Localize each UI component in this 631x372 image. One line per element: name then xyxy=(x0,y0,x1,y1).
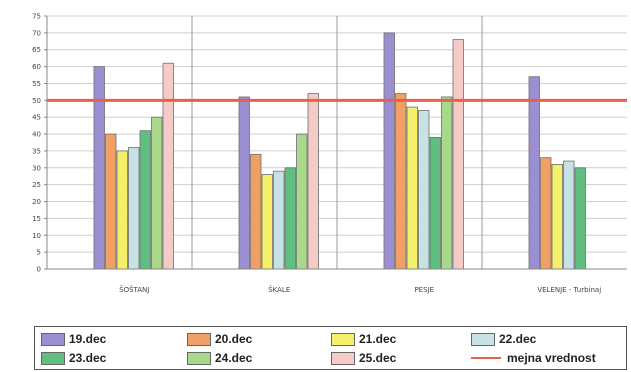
legend-item: 19.dec xyxy=(41,329,106,349)
bar xyxy=(139,130,151,270)
legend-item: 25.dec xyxy=(331,348,396,368)
bar xyxy=(406,106,418,270)
legend-item: 20.dec xyxy=(187,329,252,349)
y-tick-label: 20 xyxy=(32,198,41,206)
legend-item: 23.dec xyxy=(41,348,106,368)
y-axis-ticks: 0 5 10 15 20 25 30 35 40 45 50 55 60 65 70 75 xyxy=(32,13,47,274)
y-tick-label: 15 xyxy=(32,215,41,223)
bar xyxy=(296,133,308,270)
bar xyxy=(452,39,464,270)
legend: 19.dec 23.dec 20.dec 24.dec 21.dec 25.de… xyxy=(34,326,627,370)
y-tick-label: 0 xyxy=(37,266,41,274)
legend-swatch xyxy=(471,332,495,346)
y-tick-label: 45 xyxy=(32,114,41,122)
x-category-label: PESJE xyxy=(414,286,434,294)
y-tick-label: 5 xyxy=(37,249,41,257)
y-tick-label: 55 xyxy=(32,80,41,88)
bar xyxy=(93,66,105,270)
bar xyxy=(238,96,250,270)
bar xyxy=(116,150,128,270)
legend-swatch xyxy=(331,351,355,365)
bar xyxy=(383,32,395,270)
y-tick-label: 70 xyxy=(32,29,41,37)
legend-label: 25.dec xyxy=(359,351,397,365)
y-tick-label: 60 xyxy=(32,63,41,71)
bar xyxy=(128,147,140,270)
bar-chart: 0 5 10 15 20 25 30 35 40 45 50 55 60 65 70 75 ŠOŠTANJ ŠK… xyxy=(32,13,627,294)
x-category-label: VELENJE - Turbinaj xyxy=(537,286,601,294)
legend-label: 23.dec xyxy=(69,351,107,365)
bar xyxy=(284,167,296,270)
y-tick-label: 50 xyxy=(32,97,41,105)
bar xyxy=(528,76,540,270)
bar xyxy=(162,62,174,270)
bar xyxy=(273,170,285,270)
bar xyxy=(395,93,407,270)
legend-label: 24.dec xyxy=(215,351,253,365)
legend-item: mejna vrednost xyxy=(471,348,596,368)
category-dividers xyxy=(191,16,483,269)
bar xyxy=(105,133,117,270)
bar xyxy=(540,157,552,270)
y-tick-label: 75 xyxy=(32,13,41,21)
bar xyxy=(429,137,441,270)
bar xyxy=(151,116,163,270)
legend-item: 22.dec xyxy=(471,329,536,349)
legend-swatch xyxy=(187,332,211,346)
legend-item: 21.dec xyxy=(331,329,396,349)
y-tick-label: 25 xyxy=(32,181,41,189)
legend-swatch xyxy=(41,351,65,365)
legend-label: 19.dec xyxy=(69,332,107,346)
bar xyxy=(261,174,273,270)
y-tick-label: 30 xyxy=(32,164,41,172)
legend-swatch xyxy=(41,332,65,346)
y-tick-label: 35 xyxy=(32,147,41,155)
x-category-label: ŠKALE xyxy=(268,285,290,294)
legend-label: 22.dec xyxy=(499,332,537,346)
x-category-label: ŠOŠTANJ xyxy=(119,285,149,294)
bars xyxy=(93,32,586,270)
legend-label: 21.dec xyxy=(359,332,397,346)
legend-swatch xyxy=(331,332,355,346)
bar xyxy=(250,153,262,270)
x-axis-category-labels: ŠOŠTANJ ŠKALE PESJE VELENJE - Turbinaj xyxy=(119,285,601,294)
legend-item: 24.dec xyxy=(187,348,252,368)
bar xyxy=(418,110,430,270)
y-tick-label: 65 xyxy=(32,46,41,54)
bar xyxy=(551,164,563,270)
legend-threshold-swatch xyxy=(471,357,501,359)
bar xyxy=(441,96,453,270)
bar xyxy=(307,93,319,270)
legend-swatch xyxy=(187,351,211,365)
legend-label: mejna vrednost xyxy=(507,351,596,365)
y-tick-label: 10 xyxy=(32,232,41,240)
bar xyxy=(563,160,575,270)
y-tick-label: 40 xyxy=(32,131,41,139)
legend-label: 20.dec xyxy=(215,332,253,346)
bar xyxy=(574,167,586,270)
